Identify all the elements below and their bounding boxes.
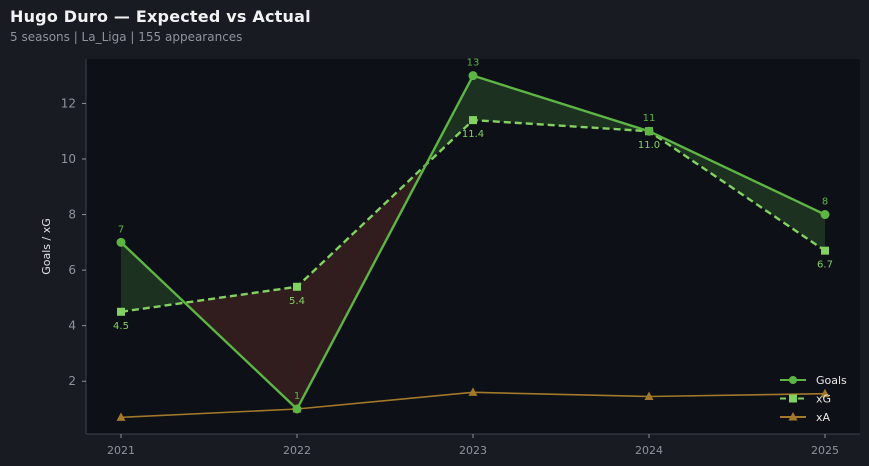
xa-point [820,388,830,398]
xa-point [116,412,126,421]
y-axis-label: Goals / xG [40,218,53,275]
goals-point [468,71,478,81]
xg-data-label: 4.5 [113,321,129,332]
legend: Goals xG xA [780,374,847,424]
xg-data-label: 5.4 [289,296,305,307]
goals-data-label: 1 [294,391,300,402]
xa-point [468,387,478,396]
x-tick-label: 2022 [283,444,311,457]
goals-data-label: 11 [643,113,656,124]
x-tick-label: 2024 [635,444,663,457]
xg-data-label: 11.0 [638,140,660,151]
x-tick-label: 2023 [459,444,487,457]
goals-data-label: 8 [822,197,828,208]
x-tick-label: 2021 [107,444,135,457]
xg-point [469,116,477,125]
xg-data-label: 11.4 [462,129,484,140]
y-tick-label: 10 [61,152,76,166]
goals-point [116,237,126,247]
goals-data-label: 7 [118,224,124,235]
legend-marker [788,412,798,421]
chart-title: Hugo Duro — Expected vs Actual [10,7,311,26]
legend-marker [789,394,797,403]
y-tick-label: 12 [61,96,76,110]
goals-point [292,404,302,414]
legend-label: xA [816,411,831,424]
chart-header: Hugo Duro — Expected vs Actual 5 seasons… [10,7,311,44]
legend-label: xG [816,393,831,406]
legend-label: Goals [816,374,847,387]
underperformance-area [184,286,297,409]
xa-point [644,391,654,400]
y-tick-label: 4 [68,319,76,333]
chart-subtitle: 5 seasons | La_Liga | 155 appearances [10,30,243,44]
overperformance-area [121,242,185,312]
x-tick-label: 2025 [811,444,839,457]
xg-point [821,246,829,255]
xg-point [293,282,301,291]
y-tick-label: 2 [68,374,76,388]
goals-point [644,126,654,136]
goals-data-label: 13 [467,58,480,69]
y-tick-label: 6 [68,263,76,277]
goals-point [820,210,830,220]
xg-point [117,307,125,316]
xg-data-label: 6.7 [817,260,833,271]
legend-marker [789,376,797,384]
y-tick-label: 8 [68,208,76,222]
